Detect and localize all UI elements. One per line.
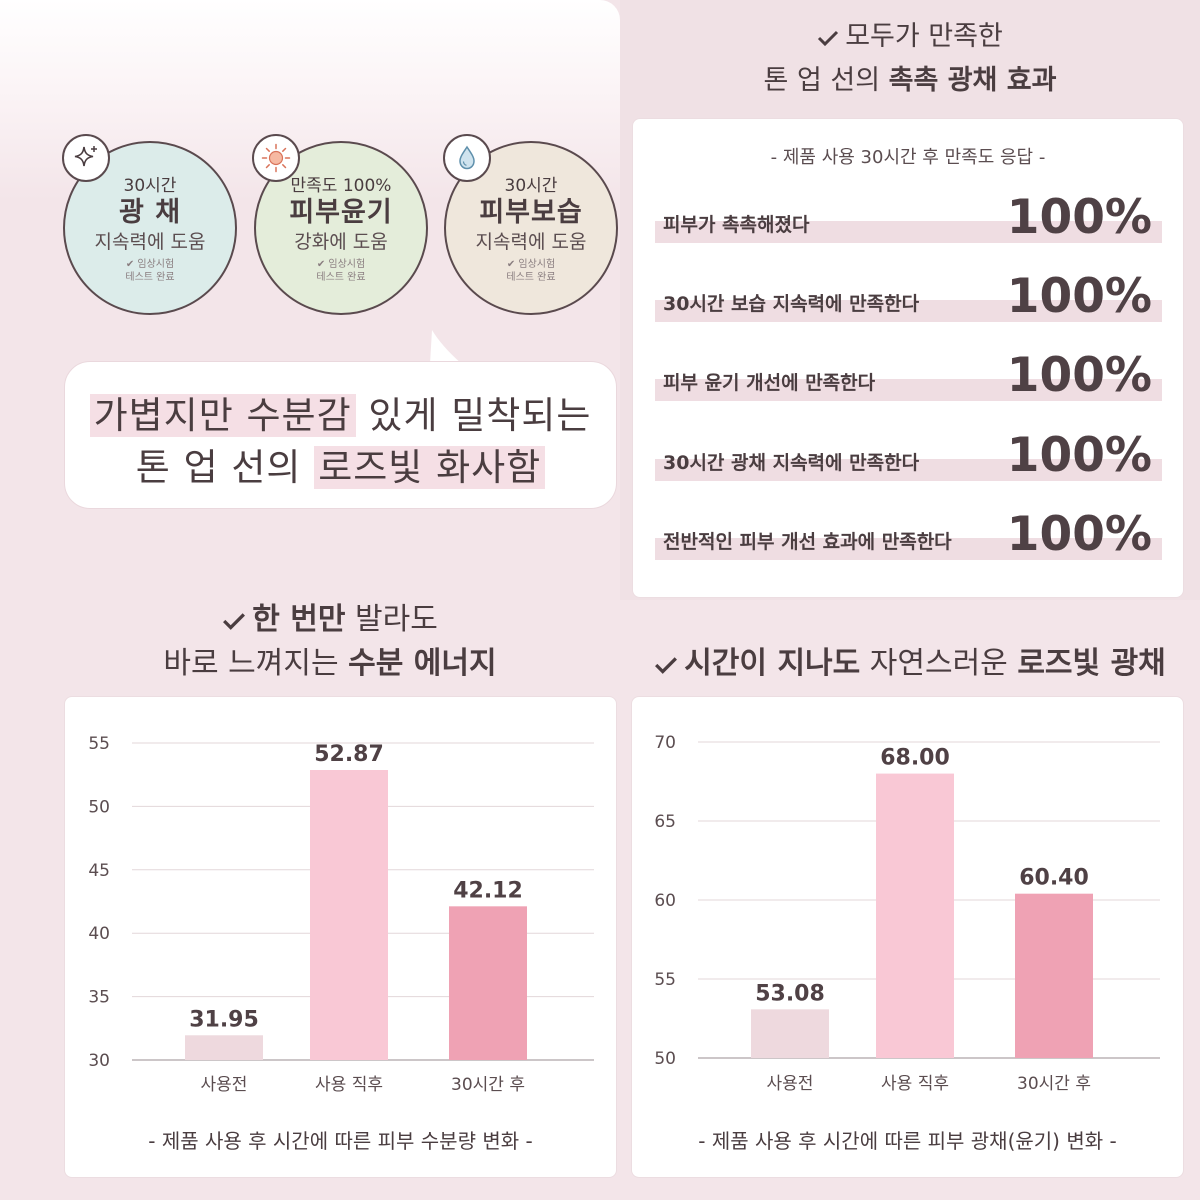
survey-row-value: 100% [1006,507,1152,562]
survey-card [632,118,1184,598]
survey-row-label: 30시간 보습 지속력에 만족한다 [663,293,920,315]
circle-sub-text: 지속력에 도움 [475,231,587,253]
bubble-text: 톤 업 선의 [135,446,315,489]
survey-title-line-1: 모두가 만족한 [620,14,1200,53]
survey-subtitle: - 제품 사용 30시간 후 만족도 응답 - [770,147,1046,168]
bubble-line-1: 가볍지만 수분감 있게 밀착되는 [64,385,617,439]
circle-main-text: 광 채 [118,197,182,228]
survey-row-bar [655,538,1162,560]
chart1-caption: - 제품 사용 후 시간에 따른 피부 수분량 변화 - [148,1129,533,1153]
chart1-card [64,696,617,1178]
survey-row-label: 피부가 촉촉해졌다 [663,214,810,236]
circle-note: ✔ 임상시험 테스트 완료 [506,259,556,283]
survey-row-bar [655,379,1162,401]
survey-row: 30시간 광채 지속력에 만족한다 100% [655,431,1162,481]
survey-row: 30시간 보습 지속력에 만족한다 100% [655,272,1162,322]
check-icon [655,656,678,674]
circle-main-text: 피부윤기 [289,197,393,228]
bubble-highlight: 로즈빛 화사함 [314,446,546,489]
survey-row-value: 100% [1006,190,1152,245]
survey-row-bar [655,459,1162,481]
bubble-highlight: 가볍지만 수분감 [89,394,356,437]
circle-note: ✔ 임상시험 테스트 완료 [125,259,175,283]
circle-note: ✔ 임상시험 테스트 완료 [316,259,366,283]
check-icon [818,30,839,46]
bubble-line-2: 톤 업 선의 로즈빛 화사함 [64,437,617,491]
water-drop-icon [443,134,491,182]
speech-bubble-tail [430,330,462,364]
circle-top-text: 만족도 100% [290,176,392,196]
survey-row-label: 피부 윤기 개선에 만족한다 [663,372,876,394]
chart1-title-line-1: 한 번만 발라도 [30,594,630,638]
survey-row-bar [655,221,1162,243]
circle-top-text: 30시간 [123,176,177,196]
chart2-title: 시간이 지나도 자연스러운 로즈빛 광채 [620,638,1200,682]
survey-title-line-2: 톤 업 선의 촉촉 광채 효과 [763,65,1057,96]
circle-sub-text: 지속력에 도움 [94,231,206,253]
circle-top-text: 30시간 [504,176,558,196]
chart2-card [631,696,1184,1178]
chart2-caption: - 제품 사용 후 시간에 따른 피부 광채(윤기) 변화 - [698,1129,1117,1153]
survey-row-label: 30시간 광채 지속력에 만족한다 [663,452,920,474]
sparkle-icon [62,134,110,182]
survey-row-bar [655,300,1162,322]
survey-row-label: 전반적인 피부 개선 효과에 만족한다 [663,531,952,553]
survey-row: 피부가 촉촉해졌다 100% [655,193,1162,243]
check-icon [223,612,246,630]
survey-row: 피부 윤기 개선에 만족한다 100% [655,351,1162,401]
sun-icon [252,134,300,182]
survey-row-value: 100% [1006,428,1152,483]
circle-sub-text: 강화에 도움 [294,231,388,253]
survey-row-value: 100% [1006,348,1152,403]
survey-row-value: 100% [1006,269,1152,324]
circle-main-text: 피부보습 [479,197,583,228]
chart1-title-line-2: 바로 느껴지는 수분 에너지 [163,646,497,681]
bubble-text: 있게 밀착되는 [355,394,592,437]
survey-row: 전반적인 피부 개선 효과에 만족한다 100% [655,510,1162,560]
